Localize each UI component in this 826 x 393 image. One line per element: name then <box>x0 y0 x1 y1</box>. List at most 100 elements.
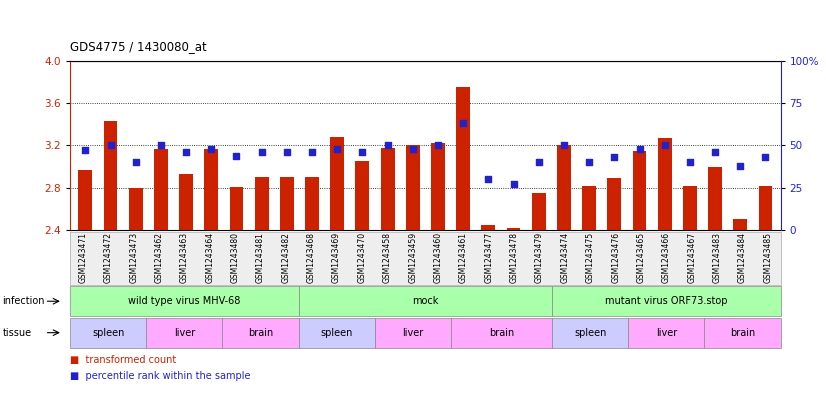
Bar <box>230 187 244 230</box>
Text: brain: brain <box>489 328 514 338</box>
Point <box>507 181 520 187</box>
Bar <box>129 187 143 230</box>
Text: GSM1243481: GSM1243481 <box>256 232 265 283</box>
Text: mutant virus ORF73.stop: mutant virus ORF73.stop <box>605 296 728 306</box>
Point <box>709 149 722 155</box>
Bar <box>103 121 117 230</box>
Bar <box>280 177 294 230</box>
Text: GSM1243482: GSM1243482 <box>282 232 291 283</box>
Point <box>381 142 394 149</box>
Bar <box>683 185 697 230</box>
Point <box>356 149 369 155</box>
Point <box>255 149 268 155</box>
Bar <box>633 151 647 230</box>
Bar <box>381 147 395 230</box>
Text: infection: infection <box>2 296 45 306</box>
Text: liver: liver <box>402 328 424 338</box>
Point <box>330 146 344 152</box>
Point <box>431 142 444 149</box>
Bar <box>355 161 369 230</box>
Text: ■  transformed count: ■ transformed count <box>70 354 177 365</box>
Point <box>683 159 696 165</box>
Text: GSM1243464: GSM1243464 <box>205 232 214 283</box>
Text: GSM1243461: GSM1243461 <box>459 232 468 283</box>
Text: wild type virus MHV-68: wild type virus MHV-68 <box>128 296 240 306</box>
Text: ■  percentile rank within the sample: ■ percentile rank within the sample <box>70 371 251 382</box>
Text: GSM1243479: GSM1243479 <box>535 232 544 283</box>
Text: GSM1243467: GSM1243467 <box>687 232 696 283</box>
Bar <box>305 177 319 230</box>
Point <box>608 154 621 160</box>
Text: GSM1243474: GSM1243474 <box>560 232 569 283</box>
Text: GDS4775 / 1430080_at: GDS4775 / 1430080_at <box>70 40 207 53</box>
Bar <box>78 170 93 230</box>
Bar <box>758 185 772 230</box>
Point <box>759 154 772 160</box>
Point <box>179 149 192 155</box>
Point <box>154 142 168 149</box>
Text: GSM1243462: GSM1243462 <box>154 232 164 283</box>
Text: brain: brain <box>248 328 273 338</box>
Text: GSM1243484: GSM1243484 <box>738 232 747 283</box>
Text: GSM1243480: GSM1243480 <box>230 232 240 283</box>
Text: GSM1243478: GSM1243478 <box>510 232 519 283</box>
Bar <box>657 138 672 230</box>
Bar <box>506 228 520 230</box>
Text: GSM1243485: GSM1243485 <box>763 232 772 283</box>
Text: GSM1243458: GSM1243458 <box>382 232 392 283</box>
Point <box>205 146 218 152</box>
Bar <box>708 167 722 230</box>
Point <box>633 146 646 152</box>
Point <box>306 149 319 155</box>
Bar <box>532 193 546 230</box>
Point <box>733 163 747 169</box>
Bar <box>179 174 193 230</box>
Point <box>558 142 571 149</box>
Text: GSM1243483: GSM1243483 <box>713 232 722 283</box>
Bar <box>557 145 571 230</box>
Text: GSM1243469: GSM1243469 <box>332 232 341 283</box>
Bar <box>431 143 445 230</box>
Text: GSM1243466: GSM1243466 <box>662 232 671 283</box>
Text: GSM1243460: GSM1243460 <box>434 232 443 283</box>
Point <box>129 159 142 165</box>
Bar <box>607 178 621 230</box>
Text: tissue: tissue <box>2 328 31 338</box>
Bar <box>482 225 496 230</box>
Text: GSM1243475: GSM1243475 <box>586 232 595 283</box>
Bar <box>582 185 596 230</box>
Text: GSM1243470: GSM1243470 <box>358 232 367 283</box>
Bar <box>254 177 268 230</box>
Point <box>658 142 672 149</box>
Text: spleen: spleen <box>92 328 125 338</box>
Bar <box>154 149 168 230</box>
Text: mock: mock <box>412 296 439 306</box>
Bar <box>406 145 420 230</box>
Bar <box>204 149 218 230</box>
Text: liver: liver <box>173 328 195 338</box>
Text: GSM1243468: GSM1243468 <box>306 232 316 283</box>
Point <box>230 152 243 159</box>
Text: GSM1243472: GSM1243472 <box>104 232 113 283</box>
Bar <box>733 219 748 230</box>
Text: liver: liver <box>656 328 677 338</box>
Point <box>532 159 545 165</box>
Point <box>582 159 596 165</box>
Text: GSM1243465: GSM1243465 <box>637 232 646 283</box>
Text: GSM1243471: GSM1243471 <box>78 232 88 283</box>
Point <box>78 147 92 154</box>
Text: GSM1243477: GSM1243477 <box>484 232 493 283</box>
Point <box>280 149 293 155</box>
Text: brain: brain <box>730 328 755 338</box>
Bar <box>456 87 470 230</box>
Text: spleen: spleen <box>574 328 606 338</box>
Text: GSM1243459: GSM1243459 <box>408 232 417 283</box>
Text: GSM1243473: GSM1243473 <box>129 232 138 283</box>
Point <box>482 176 495 182</box>
Text: GSM1243476: GSM1243476 <box>611 232 620 283</box>
Point <box>457 120 470 127</box>
Bar <box>330 137 344 230</box>
Point <box>104 142 117 149</box>
Point <box>406 146 420 152</box>
Text: spleen: spleen <box>320 328 353 338</box>
